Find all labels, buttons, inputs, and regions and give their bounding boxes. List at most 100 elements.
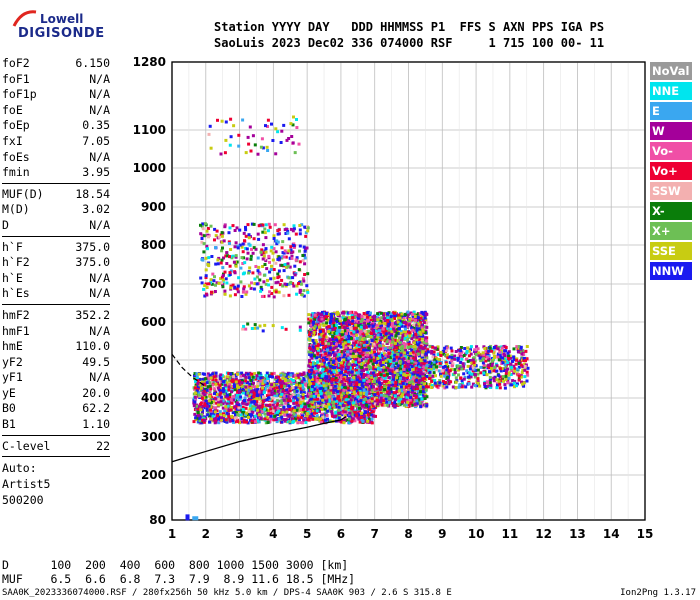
- echo-point: [229, 372, 233, 376]
- echo-point: [246, 391, 250, 395]
- echo-point: [196, 407, 200, 411]
- echo-point: [362, 414, 366, 418]
- echo-point: [356, 387, 360, 391]
- echo-point: [369, 342, 372, 346]
- echo-point: [367, 381, 371, 385]
- echo-point: [331, 351, 335, 354]
- echo-point: [378, 358, 382, 362]
- echo-point: [308, 333, 311, 337]
- echo-point: [380, 371, 384, 375]
- echo-point: [387, 331, 391, 335]
- echo-point: [208, 408, 212, 412]
- echo-point: [280, 392, 284, 396]
- echo-point: [228, 383, 232, 387]
- echo-point: [279, 399, 283, 403]
- echo-point: [193, 412, 197, 416]
- echo-point: [221, 399, 225, 403]
- echo-point: [386, 360, 390, 364]
- echo-point: [340, 420, 344, 424]
- echo-point: [327, 330, 331, 334]
- echo-point: [313, 362, 317, 365]
- echo-point: [288, 420, 292, 424]
- echo-point: [375, 340, 379, 344]
- echo-point: [243, 396, 247, 400]
- echo-point: [394, 360, 398, 364]
- y-tick-label: 500: [141, 353, 166, 367]
- echo-point: [376, 341, 380, 345]
- param-key: foF1: [2, 71, 30, 86]
- echo-point: [354, 346, 358, 350]
- echo-point: [263, 379, 267, 383]
- echo-point: [325, 414, 329, 417]
- echo-point: [372, 360, 376, 364]
- echo-point: [315, 376, 319, 379]
- echo-point: [321, 322, 325, 326]
- echo-point: [321, 415, 325, 419]
- echo-point: [338, 376, 342, 380]
- echo-point: [193, 400, 197, 404]
- echo-point: [281, 390, 285, 394]
- echo-point: [340, 375, 343, 379]
- echo-point: [315, 409, 319, 413]
- echo-point: [322, 391, 325, 395]
- echo-point: [305, 384, 309, 388]
- echo-point: [295, 389, 299, 393]
- echo-point: [307, 317, 311, 321]
- echo-point: [215, 393, 219, 396]
- echo-point: [210, 396, 214, 400]
- echo-point: [351, 366, 354, 370]
- echo-point: [308, 370, 312, 373]
- echo-point: [395, 397, 399, 401]
- echo-point: [245, 402, 249, 406]
- echo-point: [355, 330, 359, 334]
- echo-point: [355, 336, 359, 340]
- echo-point: [237, 382, 241, 386]
- param-value: 375.0: [75, 255, 110, 270]
- echo-point: [376, 363, 380, 366]
- echo-point: [356, 399, 360, 403]
- echo-point: [227, 388, 231, 392]
- echo-point: [414, 353, 418, 357]
- echo-point: [291, 407, 295, 411]
- echo-point: [355, 365, 359, 369]
- echo-point: [378, 336, 381, 340]
- echo-point: [393, 400, 397, 404]
- echo-point: [295, 408, 299, 412]
- echo-point: [375, 382, 379, 386]
- echo-point: [251, 405, 255, 409]
- echo-point: [374, 366, 378, 370]
- echo-point: [409, 389, 413, 393]
- echo-point: [231, 419, 235, 422]
- echo-point: [288, 399, 292, 403]
- echo-point: [254, 408, 258, 412]
- echo-point: [324, 317, 328, 321]
- echo-point: [292, 397, 296, 401]
- echo-point: [339, 395, 343, 398]
- echo-point: [358, 397, 361, 401]
- echo-point: [269, 411, 273, 415]
- echo-point: [204, 395, 208, 399]
- echo-point: [425, 321, 429, 325]
- echo-point: [293, 373, 297, 377]
- echo-point: [299, 408, 303, 412]
- echo-point: [226, 375, 230, 379]
- echo-point: [330, 412, 334, 416]
- echo-point: [375, 361, 379, 364]
- echo-point: [399, 332, 403, 336]
- echo-point: [291, 393, 295, 396]
- echo-point: [232, 375, 236, 379]
- echo-point: [405, 325, 409, 329]
- echo-point: [192, 404, 196, 408]
- echo-point: [215, 409, 219, 413]
- echo-point: [252, 381, 255, 385]
- echo-point: [370, 384, 374, 388]
- param-key: yF2: [2, 354, 23, 369]
- echo-point: [202, 420, 206, 424]
- echo-point: [387, 364, 391, 368]
- x-tick-label: 7: [371, 527, 379, 541]
- echo-point: [345, 316, 349, 320]
- echo-point: [344, 380, 347, 384]
- echo-point: [270, 372, 274, 376]
- echo-point: [376, 333, 380, 337]
- echo-point: [290, 417, 294, 421]
